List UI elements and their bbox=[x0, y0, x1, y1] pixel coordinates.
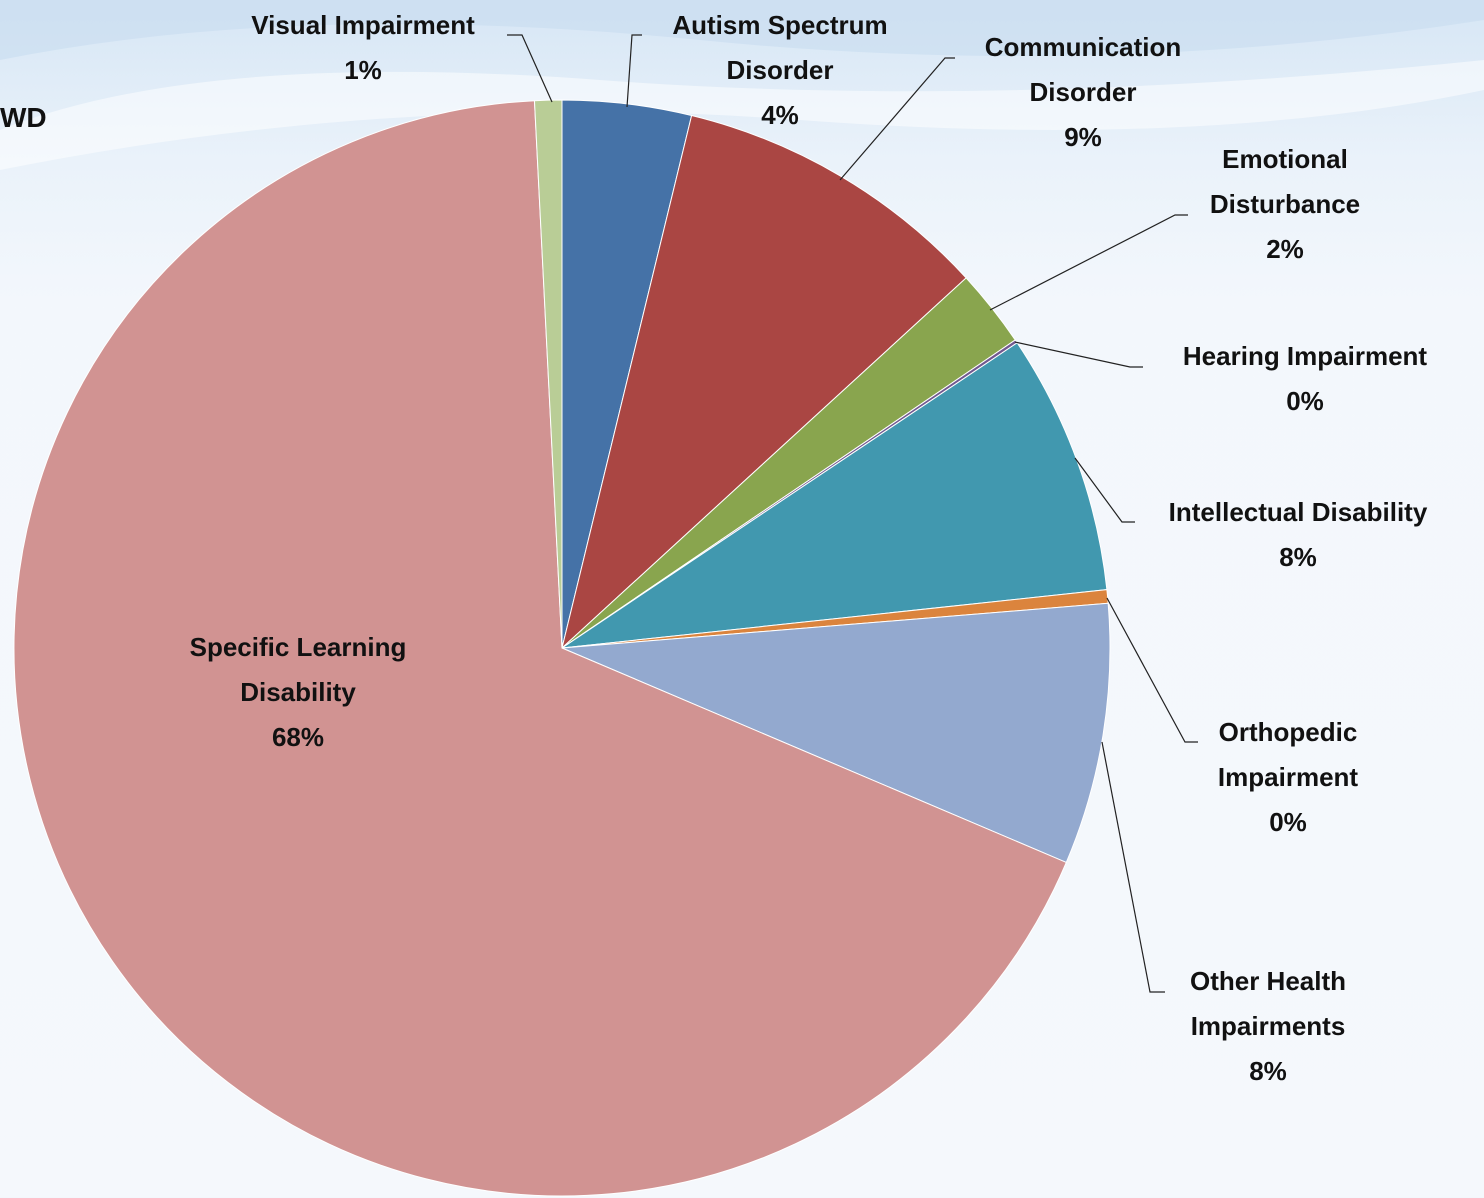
category-label: Autism Spectrum Disorder bbox=[672, 10, 888, 85]
slice-label: Hearing Impairment 0% bbox=[1095, 334, 1484, 424]
leader-line bbox=[626, 34, 642, 108]
value-label: 0% bbox=[1286, 386, 1324, 416]
category-label: Emotional Disturbance bbox=[1209, 144, 1361, 219]
category-label: Communication Disorder bbox=[984, 32, 1182, 107]
leader-line bbox=[507, 34, 553, 103]
leader-line bbox=[1106, 597, 1198, 743]
value-label: 9% bbox=[1064, 122, 1102, 152]
slice bbox=[13, 100, 1067, 1197]
chart-title: WD bbox=[0, 102, 47, 133]
slice bbox=[561, 114, 967, 650]
pie bbox=[13, 99, 1111, 1197]
wave bbox=[0, 60, 1484, 170]
leader-line bbox=[989, 214, 1188, 311]
category-label: Hearing Impairment bbox=[1182, 341, 1428, 371]
slice bbox=[533, 99, 563, 649]
leader-line bbox=[839, 57, 955, 181]
leader-lines bbox=[507, 34, 1198, 993]
wave bbox=[0, 0, 1484, 60]
leader-line bbox=[1101, 741, 1165, 993]
value-label: 1% bbox=[344, 55, 382, 85]
slice-label: Intellectual Disability 8% bbox=[1088, 490, 1484, 580]
leader-line bbox=[1074, 457, 1135, 523]
value-label: 68% bbox=[271, 722, 325, 752]
category-label: Specific Learning Disability bbox=[189, 632, 407, 707]
slice-label: Communication Disorder 9% bbox=[958, 25, 1208, 160]
slice-label: Emotional Disturbance 2% bbox=[1170, 137, 1400, 272]
slice-label: Autism Spectrum Disorder 4% bbox=[645, 3, 915, 138]
category-label: Intellectual Disability bbox=[1168, 497, 1428, 527]
slice-label: Specific Learning Disability 68% bbox=[153, 625, 443, 760]
value-label: 2% bbox=[1266, 234, 1304, 264]
category-label: Orthopedic Impairment bbox=[1217, 717, 1359, 792]
slice-label: Orthopedic Impairment 0% bbox=[1173, 710, 1403, 845]
value-label: 8% bbox=[1249, 1056, 1287, 1086]
slice-label: Other Health Impairments 8% bbox=[1153, 959, 1383, 1094]
slice-label: Visual Impairment 1% bbox=[153, 3, 573, 93]
value-label: 0% bbox=[1269, 807, 1307, 837]
value-label: 8% bbox=[1279, 542, 1317, 572]
value-label: 4% bbox=[761, 100, 799, 130]
category-label: Other Health Impairments bbox=[1189, 966, 1347, 1041]
slice bbox=[561, 602, 1111, 864]
leader-line bbox=[1014, 341, 1143, 368]
category-label: Visual Impairment bbox=[251, 10, 475, 40]
